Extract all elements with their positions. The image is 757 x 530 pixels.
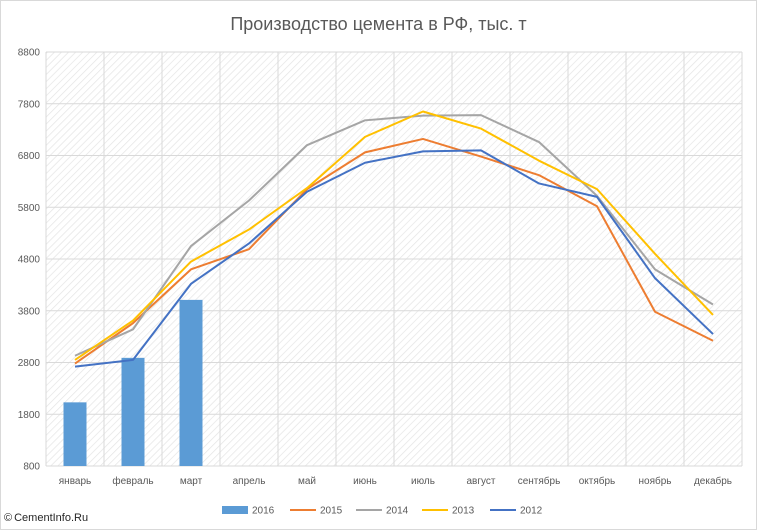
credit: © CementInfo.Ru: [4, 512, 88, 524]
y-tick-label: 5800: [18, 203, 41, 214]
series-line-2014: [74, 114, 714, 357]
x-tick-label: январь: [59, 476, 91, 487]
bar-2016: [121, 357, 145, 466]
legend-swatch: [222, 506, 248, 514]
legend-item-2015: 2015: [290, 506, 343, 517]
legend-label: 2013: [452, 506, 475, 517]
y-tick-label: 3800: [18, 306, 41, 317]
legend-item-2016: 2016: [222, 506, 275, 517]
x-tick-label: июль: [411, 476, 435, 487]
x-tick-label: сентябрь: [518, 475, 561, 487]
y-tick-label: 1800: [18, 410, 41, 421]
bar-2016: [179, 299, 203, 466]
y-tick-label: 6800: [18, 151, 41, 162]
y-tick-label: 7800: [18, 99, 41, 110]
legend-item-2014: 2014: [356, 506, 409, 517]
copyright-icon: ©: [4, 512, 13, 524]
y-tick-label: 800: [23, 462, 40, 473]
x-tick-label: апрель: [233, 476, 266, 487]
legend-label: 2012: [520, 506, 543, 517]
legend-item-2013: 2013: [422, 506, 475, 517]
x-tick-label: февраль: [112, 475, 153, 487]
credit-text: CementInfo.Ru: [14, 512, 89, 524]
x-tick-label: июнь: [353, 476, 377, 487]
x-tick-label: декабрь: [694, 475, 732, 487]
legend-label: 2014: [386, 506, 409, 517]
legend-item-2012: 2012: [490, 506, 543, 517]
chart-title: Производство цемента в РФ, тыс. т: [230, 14, 527, 34]
bar-2016: [63, 402, 87, 466]
y-tick-label: 4800: [18, 255, 41, 266]
x-tick-label: март: [180, 476, 203, 487]
x-tick-label: ноябрь: [639, 475, 672, 487]
x-tick-label: май: [298, 476, 316, 487]
series-line-2015: [74, 137, 714, 365]
y-tick-label: 8800: [18, 48, 41, 59]
series-line-2013: [74, 110, 714, 361]
legend-label: 2015: [320, 506, 343, 517]
x-tick-label: октябрь: [579, 475, 616, 487]
y-tick-label: 2800: [18, 358, 41, 369]
series-line-2012: [74, 149, 714, 368]
legend-label: 2016: [252, 506, 275, 517]
x-tick-label: август: [467, 476, 496, 487]
